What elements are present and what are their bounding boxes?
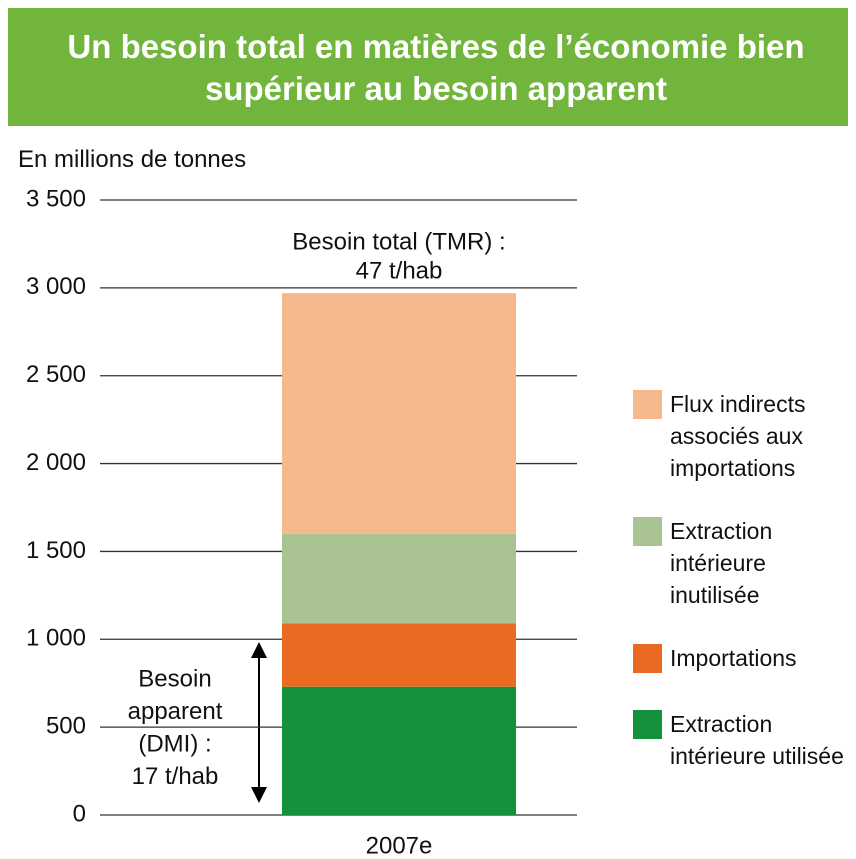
bar-segment bbox=[282, 623, 516, 687]
annotation: 47 t/hab bbox=[356, 257, 443, 284]
legend-swatch bbox=[633, 390, 662, 419]
legend-swatch bbox=[633, 517, 662, 546]
chart-title: Un besoin total en matières de l’économi… bbox=[67, 28, 805, 107]
y-tick-label: 3 500 bbox=[26, 185, 86, 212]
annotation: 17 t/hab bbox=[132, 763, 219, 790]
annotation: Besoin total (TMR) : bbox=[292, 228, 505, 255]
bar-segment bbox=[282, 686, 516, 815]
legend-label: Extraction intérieure inutilisée bbox=[670, 518, 773, 608]
bar-segment bbox=[282, 293, 516, 534]
legend-label: Importations bbox=[670, 645, 797, 671]
title-banner: Un besoin total en matières de l’économi… bbox=[8, 8, 848, 126]
legend-label: Extraction intérieure utilisée bbox=[670, 711, 844, 769]
y-tick-label: 1 000 bbox=[26, 625, 86, 652]
bar-segment bbox=[282, 533, 516, 624]
legend-label: Flux indirects associés aux importations bbox=[670, 391, 806, 481]
y-tick-label: 500 bbox=[46, 712, 86, 739]
y-tick-label: 2 500 bbox=[26, 361, 86, 388]
y-tick-label: 2 000 bbox=[26, 449, 86, 476]
legend-swatch bbox=[633, 710, 662, 739]
x-tick-label: 2007e bbox=[366, 832, 433, 859]
annotation: (DMI) : bbox=[138, 730, 211, 757]
y-tick-label: 1 500 bbox=[26, 537, 86, 564]
y-axis-label: En millions de tonnes bbox=[18, 146, 247, 173]
legend-swatch bbox=[633, 644, 662, 673]
annotation: Besoin bbox=[138, 665, 211, 692]
y-tick-label: 3 000 bbox=[26, 273, 86, 300]
annotation: apparent bbox=[128, 698, 223, 725]
y-tick-label: 0 bbox=[73, 800, 86, 827]
